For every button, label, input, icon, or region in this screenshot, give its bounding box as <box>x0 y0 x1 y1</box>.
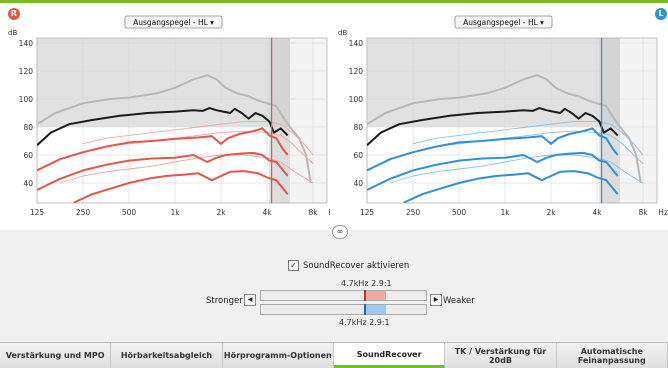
target-curve-thin <box>412 120 644 156</box>
y-tick-label: 120 <box>349 67 364 76</box>
x-axis-unit: Hz <box>328 208 330 217</box>
target-curve <box>367 107 619 146</box>
soundrecover-setting-top: 4.7kHz 2.9:1 <box>341 279 392 288</box>
x-tick-label: 250 <box>76 208 91 217</box>
y-tick-label: 140 <box>349 39 364 48</box>
soundrecover-setting-bottom: 4.7kHz 2.9:1 <box>339 318 390 327</box>
weaker-button[interactable]: ▶ <box>430 294 442 306</box>
dropdown-box <box>124 15 223 29</box>
soundrecover-slider-left[interactable] <box>260 304 427 315</box>
output-level-dropdown[interactable]: Ausgangspegel - HL ▾ <box>454 15 553 29</box>
slider-fill-right <box>364 291 386 300</box>
output-level-dropdown[interactable]: Ausgangspegel - HL ▾ <box>124 15 223 29</box>
y-tick-label: 60 <box>23 151 33 160</box>
y-tick-label: 120 <box>19 67 34 76</box>
gain-curve-soft <box>403 170 619 203</box>
plot-frame <box>366 37 658 204</box>
x-axis-unit: Hz <box>658 208 668 217</box>
gain-curve-soft <box>73 170 289 203</box>
x-tick-label: 1k <box>500 208 510 217</box>
y-tick-label: 100 <box>19 95 34 104</box>
x-tick-label: 8k <box>638 208 648 217</box>
x-tick-label: 250 <box>406 208 421 217</box>
mpo-curve <box>367 74 642 184</box>
soundrecover-checkbox-label: SoundRecover aktivieren <box>303 260 410 271</box>
dropdown-box <box>454 15 553 29</box>
stronger-label: Stronger <box>206 296 243 306</box>
top-accent-line <box>0 0 668 3</box>
curves <box>367 74 644 203</box>
tab-hoerbarkeitsabgleich[interactable]: Hörbarkeitsabgleich <box>111 343 223 368</box>
x-tick-label: 4k <box>262 208 272 217</box>
gain-curve-medium <box>37 151 289 191</box>
y-axis-unit: dB <box>338 29 347 37</box>
y-tick-label: 40 <box>23 179 33 188</box>
y-tick-label: 60 <box>353 151 363 160</box>
tab-soundrecover[interactable]: SoundRecover <box>333 343 446 368</box>
link-icon[interactable]: ∞ <box>332 225 348 239</box>
soundrecover-checkbox[interactable]: ✓ SoundRecover aktivieren <box>288 260 409 271</box>
nonaudible-region <box>620 38 657 203</box>
plot-frame <box>36 37 328 204</box>
y-tick-label: 140 <box>19 39 34 48</box>
y-tick-label: 40 <box>353 179 363 188</box>
x-tick-label: 500 <box>452 208 467 217</box>
tab-hoerprogramm-optionen[interactable]: Hörprogramm-Optionen <box>222 343 334 368</box>
x-tick-label: 1k <box>170 208 180 217</box>
dropdown-label: Ausgangspegel - HL ▾ <box>463 18 544 27</box>
x-tick-label: 500 <box>122 208 137 217</box>
y-axis-unit: dB <box>8 29 17 37</box>
curves <box>37 74 314 203</box>
tab-automatische-feinanpassung[interactable]: Automatische Feinanpassung <box>556 343 668 368</box>
x-tick-label: 125 <box>30 208 45 217</box>
weaker-label: Weaker <box>443 296 475 306</box>
tab-verstaerkung-mpo[interactable]: Verstärkung und MPO <box>0 343 112 368</box>
left-ear-badge: L <box>655 8 667 20</box>
stronger-button[interactable]: ◀ <box>244 294 256 306</box>
gain-curve-medium <box>367 151 619 191</box>
tab-tk-verstaerkung-20db[interactable]: TK / Verstärkung für 20dB <box>445 343 557 368</box>
gain-curve-loud <box>367 127 619 172</box>
y-tick-label: 100 <box>349 95 364 104</box>
x-tick-label: 2k <box>216 208 226 217</box>
x-tick-label: 2k <box>546 208 556 217</box>
soundrecover-panel <box>0 230 668 342</box>
right-ear-badge: R <box>8 8 20 20</box>
target-curve-thin <box>412 130 644 164</box>
mpo-curve <box>37 74 312 184</box>
target-curve <box>37 107 289 146</box>
dropdown-label: Ausgangspegel - HL ▾ <box>133 18 214 27</box>
checkbox-box[interactable]: ✓ <box>288 260 299 271</box>
target-curve-thin <box>82 130 314 164</box>
slider-thumb-left[interactable] <box>364 304 366 315</box>
x-tick-label: 8k <box>308 208 318 217</box>
target-curve-thin <box>82 120 314 156</box>
slider-thumb-right[interactable] <box>364 290 366 301</box>
gain-curve-loud <box>37 127 289 172</box>
nonaudible-region <box>290 38 327 203</box>
y-tick-label: 80 <box>23 123 33 132</box>
soundrecover-slider-right[interactable] <box>260 290 427 301</box>
x-tick-label: 125 <box>360 208 375 217</box>
x-tick-label: 4k <box>592 208 602 217</box>
slider-fill-left <box>364 305 386 314</box>
y-tick-label: 80 <box>353 123 363 132</box>
bottom-tab-bar: Verstärkung und MPO Hörbarkeitsabgleich … <box>0 342 668 368</box>
